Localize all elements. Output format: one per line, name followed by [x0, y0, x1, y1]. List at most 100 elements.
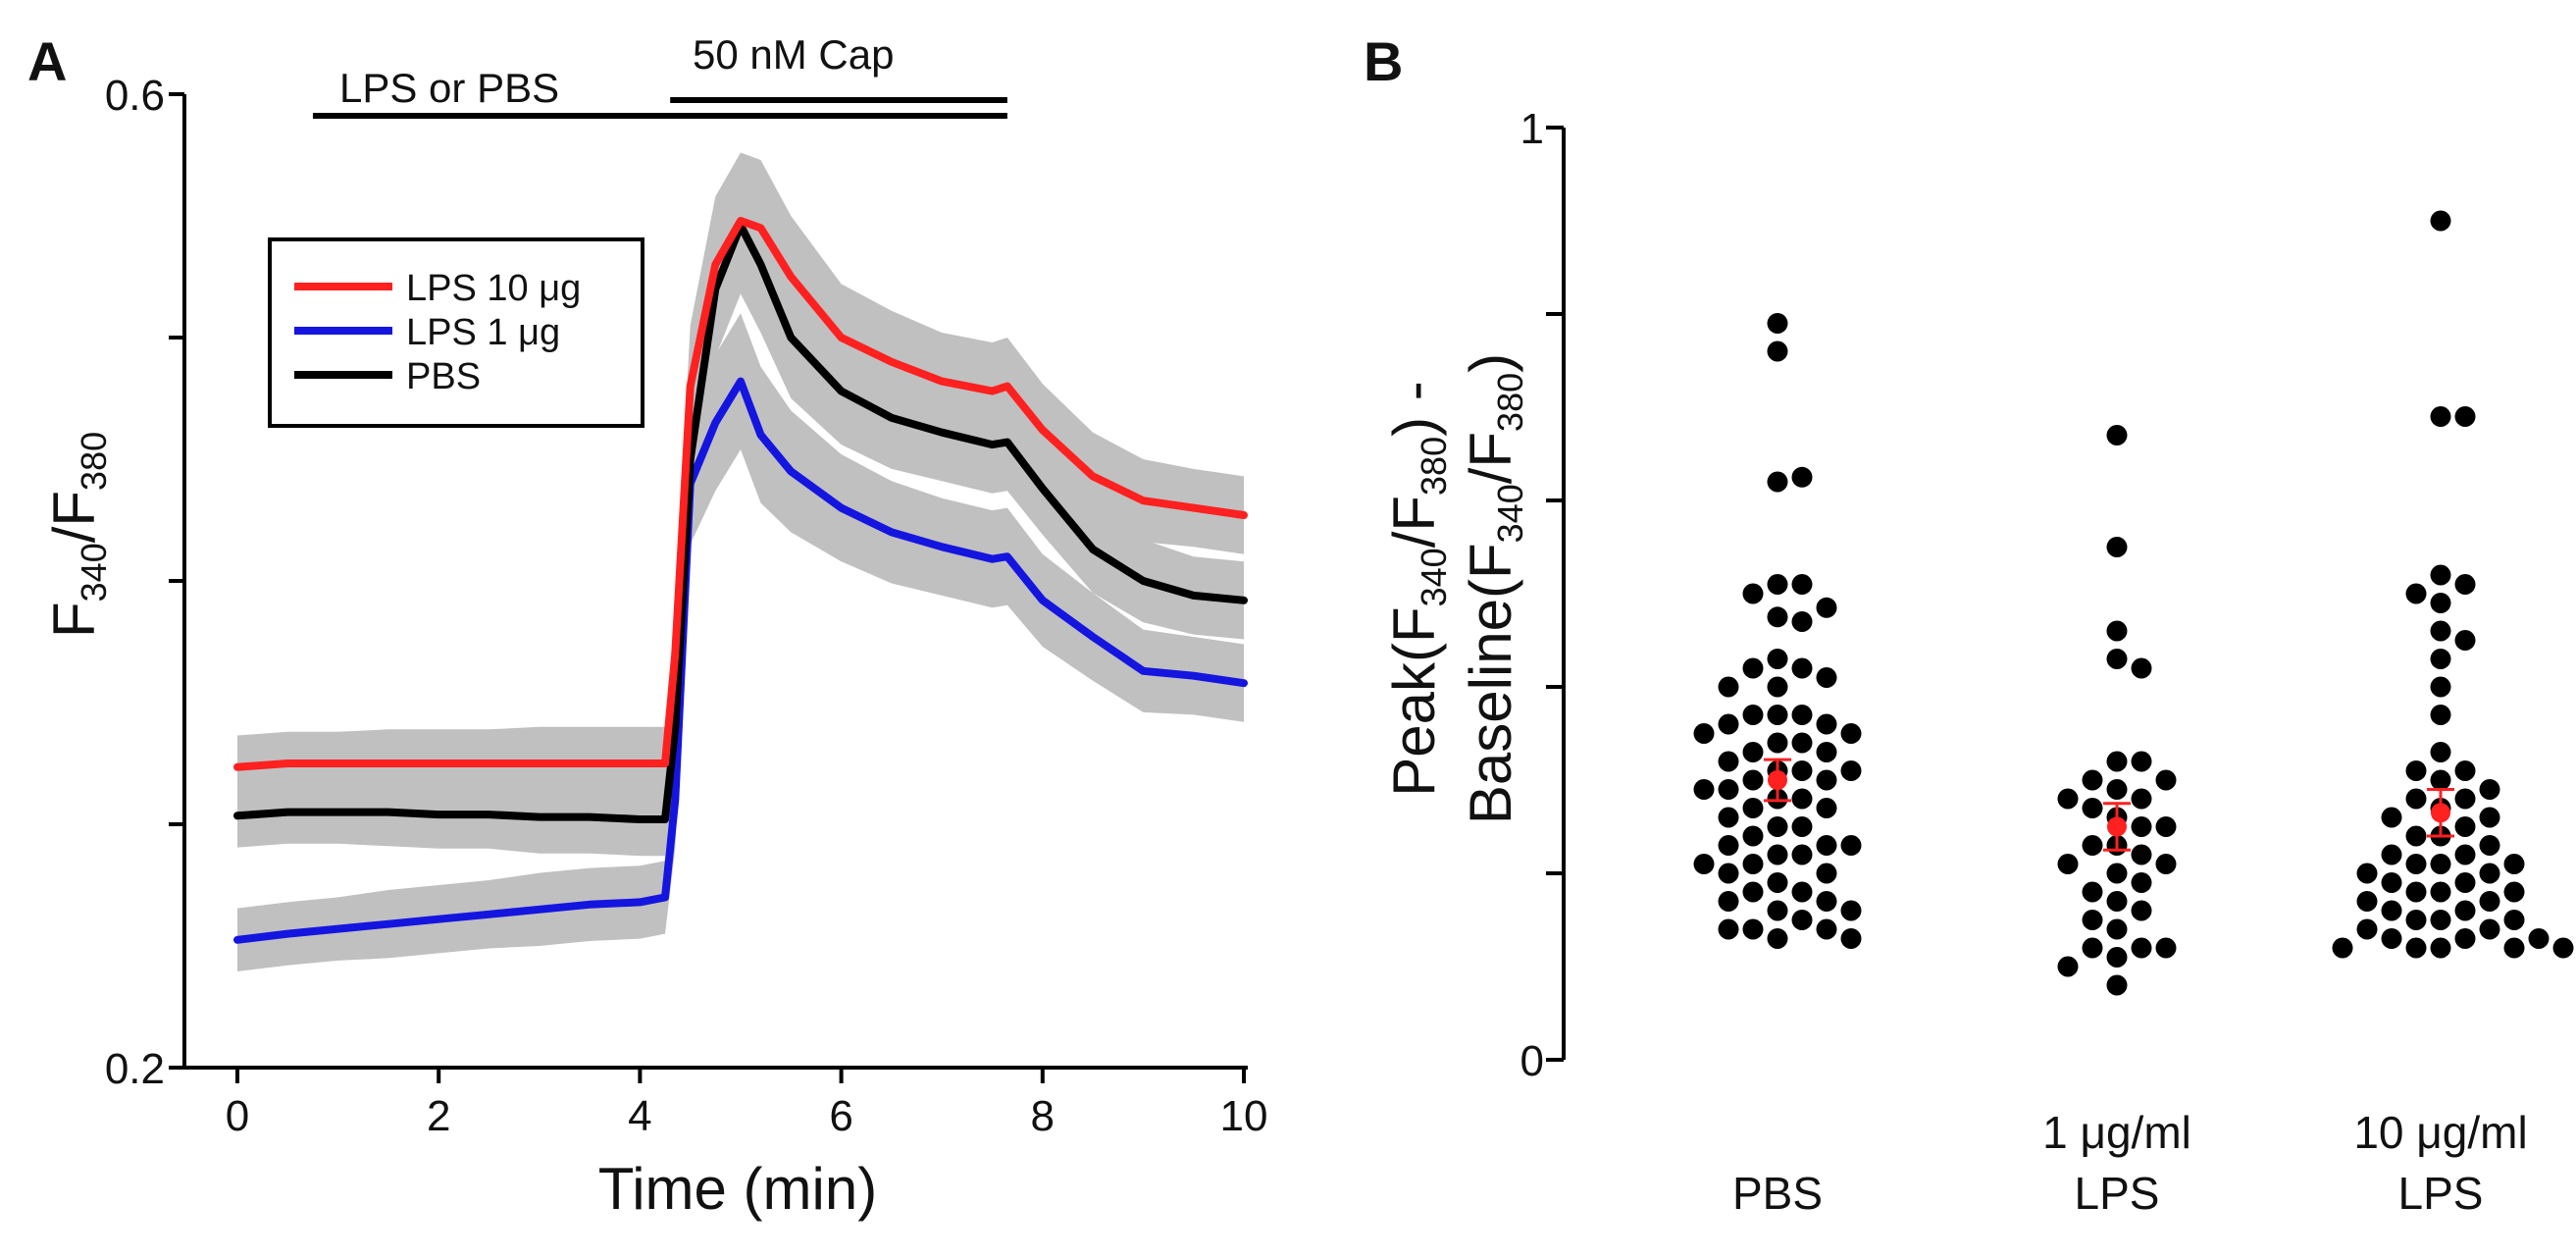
data-point: [2405, 910, 2427, 930]
data-point: [1791, 574, 1813, 595]
data-point: [1693, 779, 1715, 800]
data-point: [2430, 854, 2451, 874]
data-point: [2381, 807, 2402, 828]
data-point: [2155, 816, 2177, 837]
data-point: [1742, 881, 1764, 903]
data-point: [2430, 742, 2451, 762]
data-point: [2479, 891, 2500, 912]
data-point: [2155, 937, 2177, 959]
data-point: [2430, 620, 2451, 642]
data-point: [2106, 918, 2128, 940]
y-title-sub: 380: [1490, 373, 1530, 432]
series-line-2: [233, 221, 1248, 823]
y-title-part: /F: [41, 491, 107, 543]
condition-bars: LPS or PBS 50 nM Cap: [312, 31, 1007, 119]
data-point: [2405, 937, 2427, 959]
data-point: [2381, 844, 2402, 865]
data-point: [2430, 769, 2451, 791]
data-point: [1718, 676, 1739, 698]
data-point: [1767, 574, 1788, 595]
data-point: [1767, 872, 1788, 893]
data-point: [1791, 611, 1813, 632]
y-title-sub: 340: [1490, 484, 1530, 543]
data-point: [2430, 649, 2451, 669]
data-point: [2131, 657, 2152, 679]
y-title-part: Baseline(F: [1458, 543, 1523, 824]
data-point: [2405, 854, 2427, 874]
data-point: [2430, 881, 2451, 903]
data-point: [2131, 844, 2152, 865]
legend-label-2: PBS: [406, 356, 481, 397]
data-point: [1718, 713, 1739, 735]
data-point: [2503, 937, 2525, 959]
x-tick-label-a: 10: [1220, 1092, 1268, 1140]
data-point: [2131, 816, 2152, 837]
data-point: [1840, 760, 1862, 781]
y-axis-title-b-line2: Baseline(F340/F380): [1458, 353, 1530, 824]
axis-ticks-b: 01: [1520, 105, 1564, 1085]
data-point: [2106, 947, 2128, 968]
panel-a: A 0 2 4 6 8 10 0.2 0.6 LPS or PBS 50 nM Cap F340…: [27, 30, 1267, 1222]
data-point: [2430, 910, 2451, 930]
panel-a-letter: A: [27, 30, 67, 92]
data-point: [1767, 928, 1788, 949]
data-point: [2479, 835, 2500, 856]
data-point: [1742, 825, 1764, 847]
y-tick-label-b: 1: [1520, 105, 1544, 153]
data-point: [2082, 881, 2103, 903]
data-point: [2528, 928, 2550, 949]
data-point: [2155, 854, 2177, 874]
y-title-part: /F: [1381, 496, 1447, 548]
data-point: [2479, 807, 2500, 828]
y-tick-label-b: 0: [1520, 1037, 1544, 1085]
category-label-line1: 10 μg/ml: [2353, 1107, 2527, 1158]
data-point: [2082, 937, 2103, 959]
data-point: [2332, 937, 2353, 959]
category-labels: PBS 1 μg/ml LPS 10 μg/ml LPS: [1732, 1107, 2528, 1219]
data-point: [2454, 574, 2476, 595]
data-point: [1742, 769, 1764, 791]
data-point: [2430, 676, 2451, 698]
condition-label-lps-or-pbs: LPS or PBS: [339, 65, 559, 111]
x-tick-label-a: 4: [628, 1092, 651, 1140]
data-point: [2454, 788, 2476, 810]
data-point: [2405, 583, 2427, 604]
data-point: [1816, 597, 1837, 618]
data-point: [1816, 918, 1837, 940]
scatter-points: [1693, 210, 2574, 996]
y-tick-label-a: 0.6: [105, 72, 165, 120]
data-point: [2430, 406, 2451, 427]
data-point: [1718, 918, 1739, 940]
data-point: [2106, 537, 2128, 557]
data-point: [2106, 974, 2128, 996]
error-band-1: [237, 313, 1244, 971]
data-point: [1742, 657, 1764, 679]
data-point: [1791, 788, 1813, 810]
y-title-sub: 340: [1414, 548, 1454, 606]
category-label-line2: PBS: [1732, 1168, 1823, 1219]
data-point: [1791, 466, 1813, 488]
data-point: [1791, 910, 1813, 930]
data-point: [2057, 956, 2079, 977]
data-point: [2381, 928, 2402, 949]
data-point: [1767, 649, 1788, 669]
data-point: [2552, 937, 2574, 959]
data-point: [2356, 891, 2378, 912]
legend-label-0: LPS 10 μg: [406, 268, 581, 309]
category-label-line2: LPS: [2075, 1168, 2160, 1219]
data-point: [2131, 788, 2152, 810]
data-point: [1840, 900, 1862, 921]
category-label-line1: 1 μg/ml: [2042, 1107, 2191, 1158]
data-point: [2131, 872, 2152, 893]
mean-marker: [1768, 770, 1787, 790]
data-point: [1718, 891, 1739, 912]
data-point: [1767, 844, 1788, 865]
data-point: [1742, 854, 1764, 874]
y-title-part: ): [1458, 353, 1523, 373]
data-point: [1718, 863, 1739, 884]
data-point: [2454, 872, 2476, 893]
data-point: [1767, 340, 1788, 362]
data-point: [1816, 769, 1837, 791]
data-point: [1840, 835, 1862, 856]
